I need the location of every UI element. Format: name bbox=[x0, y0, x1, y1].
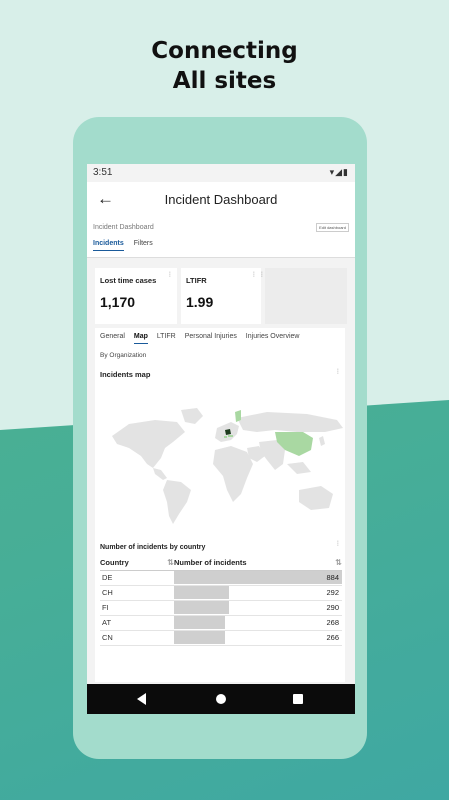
dashboard-name: Incident Dashboard bbox=[93, 224, 154, 231]
incidents-cell: 290 bbox=[174, 600, 342, 616]
country-cell: DE bbox=[100, 570, 174, 586]
map-australia bbox=[299, 486, 333, 510]
country-cell: CH bbox=[100, 585, 174, 601]
table-title: Number of incidents by country bbox=[100, 544, 206, 551]
incidents-column-header[interactable]: Number of incidents ⇅ bbox=[174, 556, 342, 571]
map-japan bbox=[319, 436, 325, 446]
nav-back-icon[interactable] bbox=[137, 693, 146, 705]
headline: Connecting All sites bbox=[0, 36, 449, 96]
status-icons: ▾◢▮ bbox=[329, 167, 349, 177]
dashboard-tabs: Incidents Filters bbox=[93, 240, 161, 251]
status-bar: 3:51 ▾◢▮ bbox=[87, 164, 355, 182]
incidents-table: Country ⇅ Number of incidents ⇅ DE 884 bbox=[100, 556, 342, 646]
table-header-row: Country ⇅ Number of incidents ⇅ bbox=[100, 556, 342, 571]
tab-personal-injuries[interactable]: Personal Injuries bbox=[184, 333, 237, 340]
kpi-card-empty: ⋮ bbox=[259, 268, 347, 324]
kpi-menu-icon[interactable]: ⋮ bbox=[251, 272, 257, 278]
country-header-label: Country bbox=[100, 558, 129, 568]
incidents-bar bbox=[174, 570, 342, 584]
incidents-cell: 292 bbox=[174, 585, 342, 601]
kpi-menu-icon[interactable]: ⋮ bbox=[167, 272, 173, 278]
headline-line-1: Connecting bbox=[151, 38, 298, 64]
sort-icon[interactable]: ⇅ bbox=[335, 558, 342, 568]
map-switzerland bbox=[224, 436, 227, 438]
map-panel: General Map LTIFR Personal Injuries Inju… bbox=[95, 328, 345, 682]
app-title: Incident Dashboard bbox=[164, 192, 278, 207]
app-bar: ← Incident Dashboard bbox=[87, 182, 355, 218]
phone-screen: 3:51 ▾◢▮ ← Incident Dashboard Incident D… bbox=[87, 164, 355, 714]
table-row[interactable]: DE 884 bbox=[100, 570, 342, 586]
map-central-america bbox=[153, 468, 167, 480]
country-cell: CN bbox=[100, 630, 174, 646]
incidents-cell: 268 bbox=[174, 615, 342, 631]
tab-incidents[interactable]: Incidents bbox=[93, 240, 124, 251]
table-body: DE 884 CH 292 FI 290 AT 268 bbox=[100, 570, 342, 646]
incidents-value: 290 bbox=[326, 603, 339, 612]
kpi-menu-icon[interactable]: ⋮ bbox=[259, 272, 265, 278]
country-cell: AT bbox=[100, 615, 174, 631]
table-row[interactable]: FI 290 bbox=[100, 600, 342, 616]
incidents-value: 266 bbox=[326, 633, 339, 642]
by-organization-label: By Organization bbox=[100, 352, 147, 359]
kpi-card-lost-time-cases[interactable]: Lost time cases ⋮ 1,170 bbox=[95, 268, 177, 324]
map-germany bbox=[225, 429, 231, 435]
table-row[interactable]: AT 268 bbox=[100, 615, 342, 631]
nav-recents-icon[interactable] bbox=[293, 694, 303, 704]
map-africa bbox=[213, 446, 253, 502]
edit-dashboard-button[interactable]: Edit dashboard bbox=[316, 223, 349, 232]
incidents-cell: 884 bbox=[174, 570, 342, 586]
kpi-value: 1,170 bbox=[100, 294, 136, 310]
system-nav-bar bbox=[87, 684, 355, 714]
dashboard-header: Incident Dashboard Edit dashboard Incide… bbox=[87, 218, 355, 258]
incidents-header-label: Number of incidents bbox=[174, 558, 247, 568]
incidents-bar bbox=[174, 615, 225, 629]
incidents-bar bbox=[174, 630, 225, 644]
country-column-header[interactable]: Country ⇅ bbox=[100, 556, 174, 571]
map-menu-icon[interactable]: ⋮ bbox=[335, 369, 341, 375]
incidents-cell: 266 bbox=[174, 630, 342, 646]
section-tabs: General Map LTIFR Personal Injuries Inju… bbox=[100, 333, 306, 344]
kpi-label: Lost time cases bbox=[100, 276, 157, 285]
map-asia-north bbox=[237, 412, 343, 432]
map-finland bbox=[235, 410, 241, 422]
kpi-card-ltifr[interactable]: LTIFR ⋮ 1.99 bbox=[181, 268, 261, 324]
incidents-value: 268 bbox=[326, 618, 339, 627]
nav-home-icon[interactable] bbox=[216, 694, 226, 704]
map-asia-south bbox=[259, 440, 285, 470]
kpi-value: 1.99 bbox=[186, 294, 214, 310]
map-southeast-asia bbox=[287, 462, 311, 474]
map-north-america bbox=[112, 420, 185, 468]
incidents-bar bbox=[174, 585, 230, 599]
map-austria bbox=[228, 435, 233, 437]
map-middle-east bbox=[247, 446, 265, 462]
incidents-bar bbox=[174, 600, 230, 614]
world-map[interactable] bbox=[107, 398, 347, 528]
tab-injuries-overview[interactable]: Injuries Overview bbox=[245, 333, 300, 340]
tab-map[interactable]: Map bbox=[133, 333, 148, 344]
status-time: 3:51 bbox=[93, 167, 113, 178]
table-row[interactable]: CN 266 bbox=[100, 630, 342, 646]
map-title: Incidents map bbox=[100, 370, 151, 379]
dashboard-content: Incident Dashboard Edit dashboard Incide… bbox=[87, 218, 355, 684]
tab-general[interactable]: General bbox=[100, 333, 125, 340]
table-row[interactable]: CH 292 bbox=[100, 585, 342, 601]
map-china bbox=[275, 432, 313, 456]
sort-icon[interactable]: ⇅ bbox=[167, 558, 174, 568]
kpi-label: LTIFR bbox=[186, 276, 207, 285]
incidents-value: 884 bbox=[326, 573, 339, 582]
map-south-america bbox=[163, 480, 191, 524]
table-menu-icon[interactable]: ⋮ bbox=[335, 541, 341, 547]
map-greenland bbox=[181, 408, 203, 424]
tab-filters[interactable]: Filters bbox=[133, 240, 153, 247]
back-arrow-icon[interactable]: ← bbox=[97, 189, 114, 208]
tab-ltifr[interactable]: LTIFR bbox=[156, 333, 176, 340]
headline-line-2: All sites bbox=[172, 68, 277, 94]
incidents-value: 292 bbox=[326, 588, 339, 597]
country-cell: FI bbox=[100, 600, 174, 616]
